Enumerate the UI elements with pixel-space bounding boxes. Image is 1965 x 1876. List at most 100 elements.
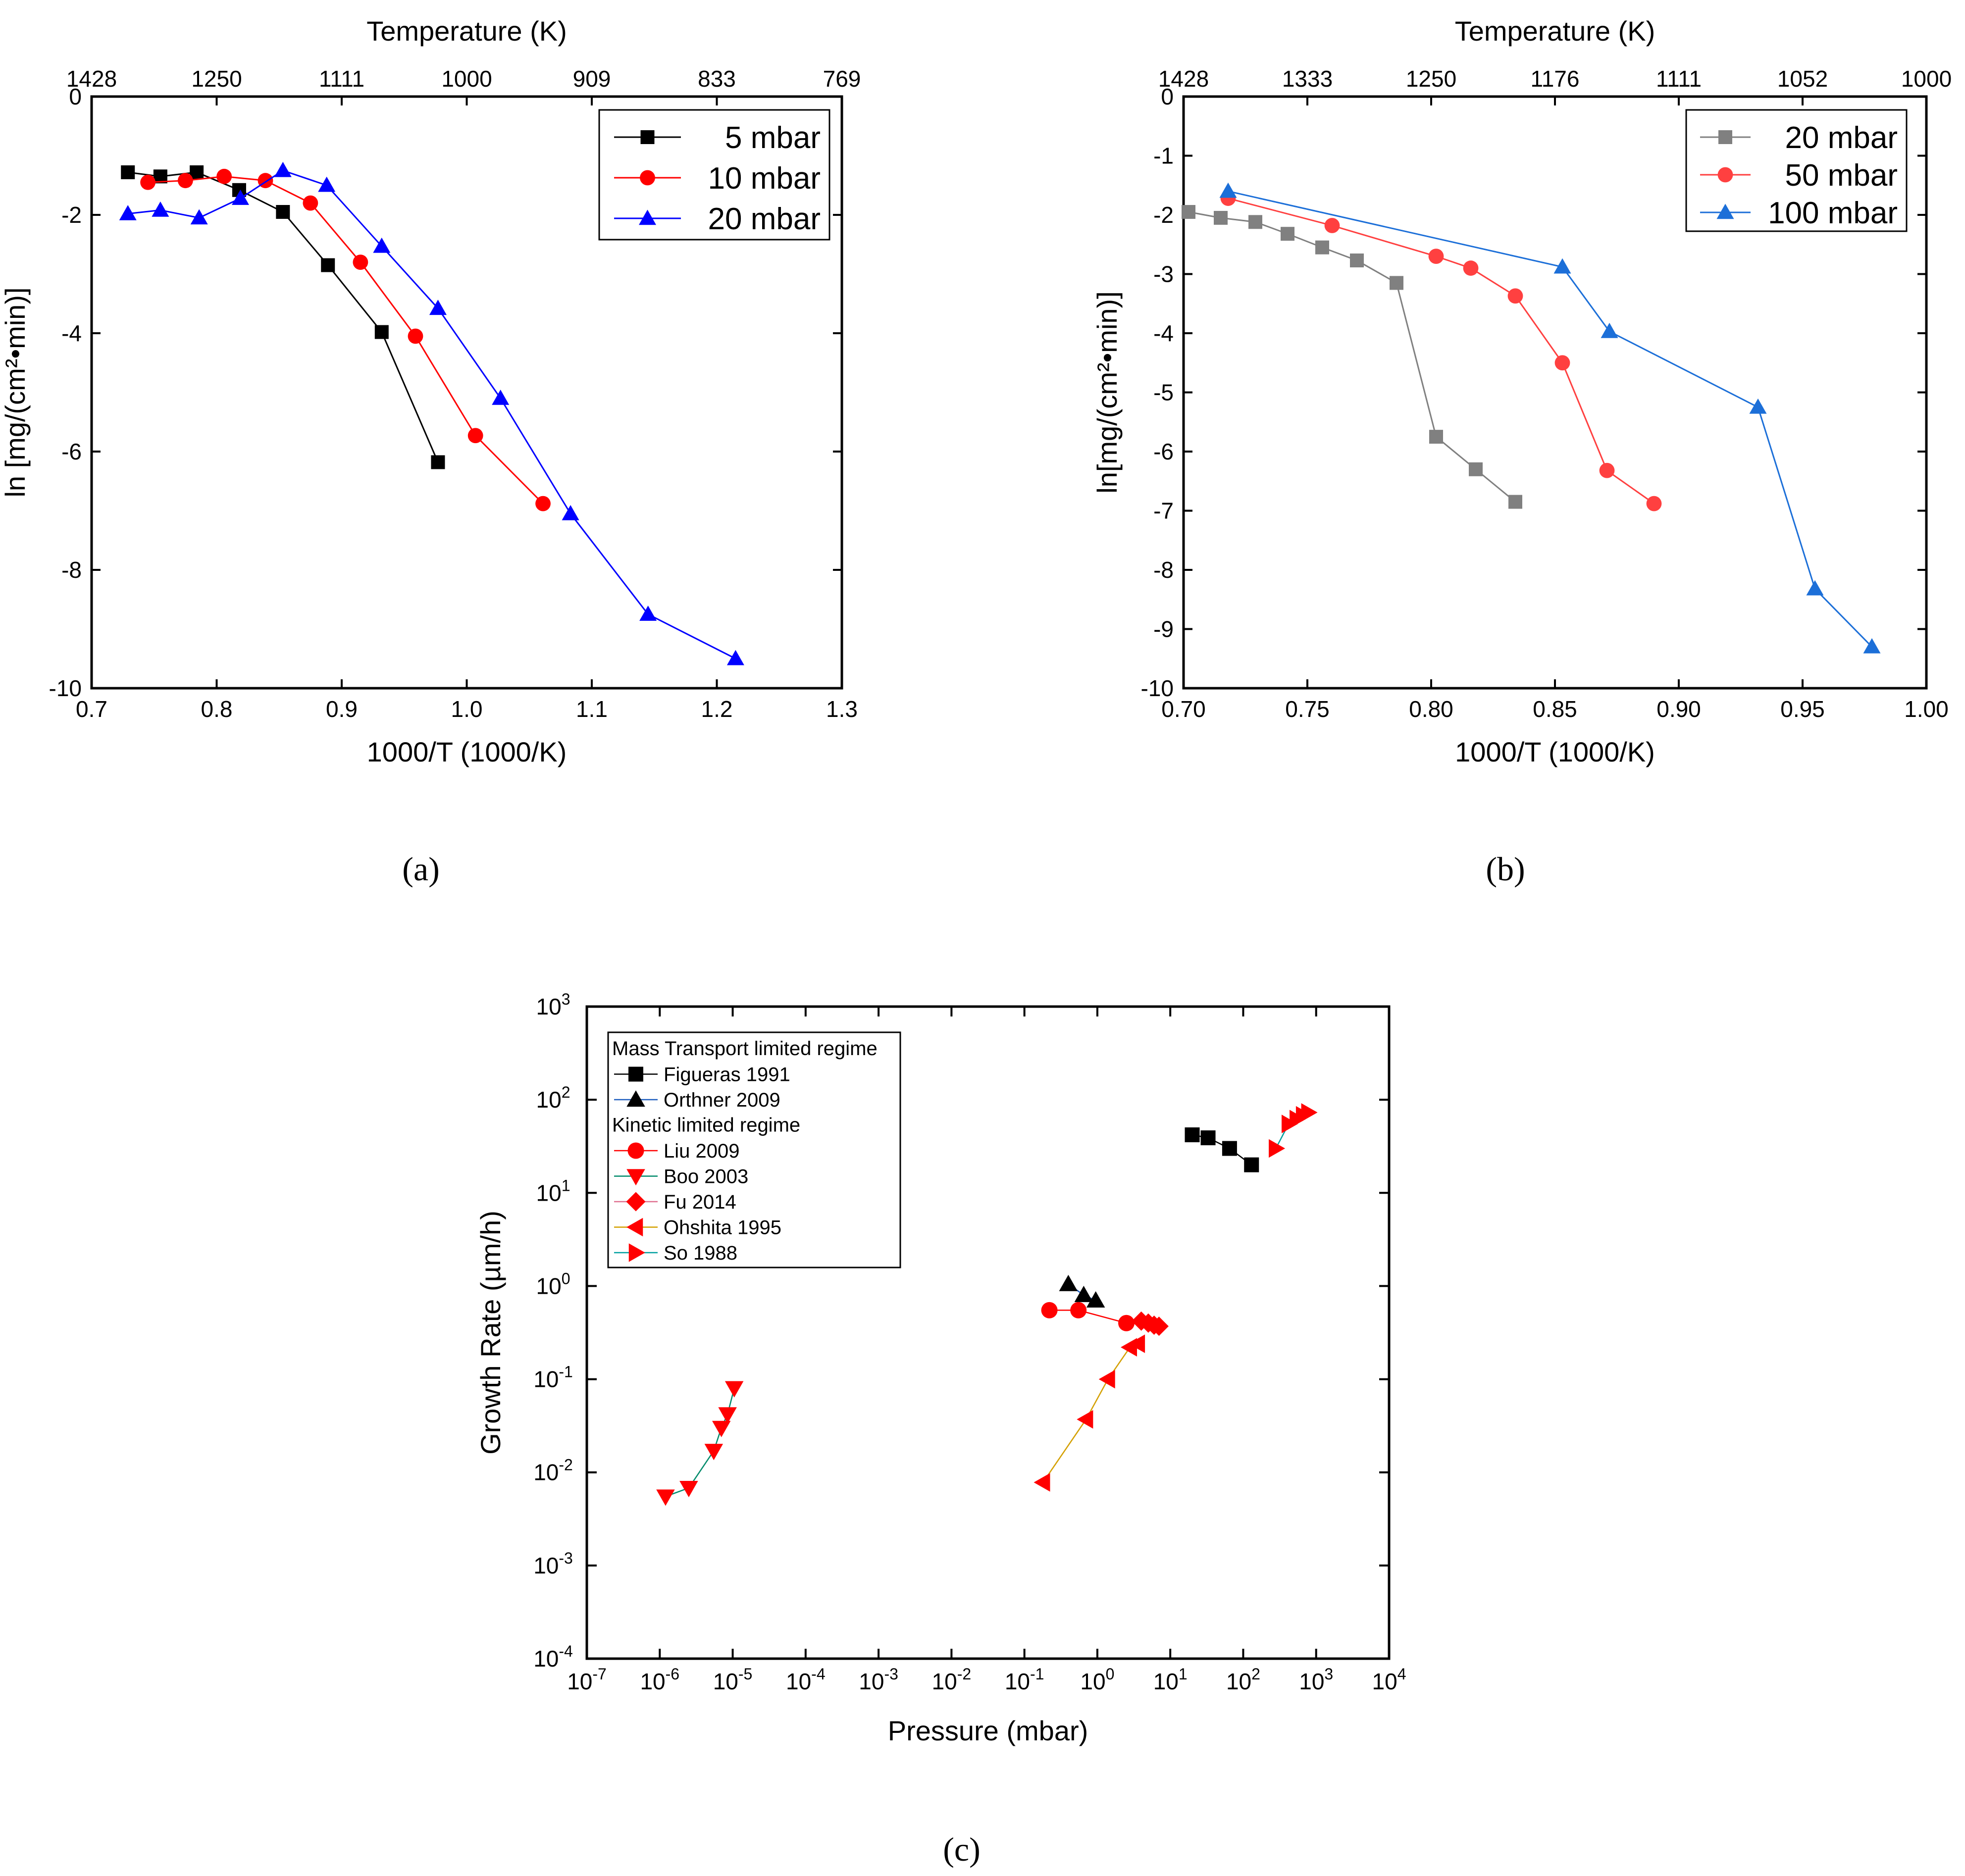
data-point bbox=[1429, 430, 1443, 444]
legend-label: 5 mbar bbox=[725, 121, 821, 155]
data-point bbox=[1269, 1139, 1286, 1158]
data-point bbox=[231, 190, 249, 205]
data-point bbox=[656, 1489, 675, 1506]
data-point bbox=[492, 389, 510, 405]
y-tick-exponent: -1 bbox=[559, 1363, 572, 1381]
x-axis-title: 1000/T (1000/K) bbox=[1455, 736, 1655, 767]
series-20-mbar bbox=[119, 161, 744, 665]
data-point bbox=[374, 325, 389, 339]
x-tick-exponent: 1 bbox=[1179, 1665, 1188, 1683]
series-line bbox=[1049, 1310, 1127, 1324]
x-tick-exponent: -1 bbox=[1030, 1665, 1044, 1683]
data-point bbox=[1149, 1317, 1169, 1336]
data-point bbox=[1222, 1141, 1237, 1156]
top-tick-label: 1428 bbox=[66, 66, 117, 92]
legend-marker bbox=[628, 1066, 643, 1082]
data-point bbox=[119, 205, 137, 220]
y-tick-label: 0 bbox=[69, 84, 82, 109]
series-line bbox=[1228, 190, 1873, 648]
y-tick-label: 101 bbox=[536, 1176, 570, 1206]
series-line bbox=[665, 1388, 735, 1497]
data-point bbox=[303, 195, 318, 211]
x-tick-label: 1.3 bbox=[826, 696, 858, 722]
y-tick-label: 100 bbox=[536, 1269, 570, 1299]
series-orthner-2009 bbox=[1059, 1274, 1105, 1308]
x-tick-exponent: -3 bbox=[884, 1665, 898, 1683]
x-tick-base: 10 bbox=[567, 1669, 592, 1694]
y-tick-exponent: 0 bbox=[562, 1269, 570, 1287]
x-tick-exponent: -4 bbox=[811, 1665, 825, 1683]
legend-label: Figueras 1991 bbox=[664, 1064, 790, 1086]
data-point bbox=[177, 173, 193, 189]
y-tick-label: -9 bbox=[1153, 616, 1174, 642]
legend-label: So 1988 bbox=[664, 1242, 737, 1264]
x-tick-label: 0.8 bbox=[201, 696, 233, 722]
x-tick-label: 10-3 bbox=[859, 1665, 898, 1694]
y-tick-label: -10 bbox=[1141, 675, 1174, 701]
legend-label: 20 mbar bbox=[1785, 121, 1898, 155]
x-tick-label: 1.2 bbox=[701, 696, 733, 722]
data-point bbox=[1086, 1291, 1105, 1308]
data-point bbox=[321, 258, 335, 272]
x-tick-exponent: -5 bbox=[738, 1665, 752, 1683]
y-tick-exponent: -2 bbox=[559, 1456, 572, 1474]
x-tick-label: 1.00 bbox=[1904, 696, 1949, 722]
top-tick-label: 1052 bbox=[1777, 66, 1828, 92]
x-tick-label: 1.0 bbox=[451, 696, 483, 722]
data-point bbox=[1428, 249, 1444, 264]
x-tick-label: 0.75 bbox=[1285, 696, 1330, 722]
data-point bbox=[712, 1420, 731, 1437]
legend-group-title: Kinetic limited regime bbox=[612, 1115, 800, 1136]
y-tick-label: -3 bbox=[1153, 261, 1174, 287]
y-tick-label: 102 bbox=[536, 1083, 570, 1113]
data-point bbox=[718, 1407, 737, 1424]
y-tick-label: -1 bbox=[1153, 143, 1174, 169]
plot-frame bbox=[585, 1005, 1391, 1660]
legend-marker bbox=[628, 1243, 645, 1262]
data-point bbox=[1034, 1473, 1050, 1492]
y-tick-base: 10 bbox=[533, 1460, 559, 1485]
legend-label: 20 mbar bbox=[708, 202, 821, 236]
data-point bbox=[140, 174, 156, 190]
chart-c: 10-7 10-6 10-5 10-4 10-3 10-2 10-1 100 101 102 103… bbox=[475, 990, 1406, 1746]
x-tick-label: 0.70 bbox=[1161, 696, 1206, 722]
y-tick-exponent: -4 bbox=[559, 1642, 572, 1660]
data-point bbox=[152, 201, 169, 217]
series-ohshita-1995 bbox=[1034, 1334, 1145, 1492]
x-tick-exponent: -6 bbox=[666, 1665, 679, 1683]
legend-marker bbox=[626, 1217, 643, 1237]
top-tick-label: 1428 bbox=[1158, 66, 1209, 92]
data-point bbox=[1059, 1274, 1078, 1291]
top-tick-label: 1111 bbox=[319, 66, 364, 92]
y-tick-label: -8 bbox=[61, 557, 82, 583]
y-tick-label: -7 bbox=[1153, 498, 1174, 524]
panel-label-b: (b) bbox=[1486, 850, 1525, 888]
data-point bbox=[1219, 182, 1237, 198]
data-point bbox=[373, 237, 391, 253]
y-tick-label: -6 bbox=[61, 439, 82, 464]
data-point bbox=[431, 455, 445, 469]
legend-label: Liu 2009 bbox=[664, 1140, 739, 1162]
legend-label: 10 mbar bbox=[708, 161, 821, 196]
top-tick-label: 1000 bbox=[1901, 66, 1952, 92]
top-tick-label: 1000 bbox=[441, 66, 492, 92]
x-tick-label: 0.9 bbox=[326, 696, 358, 722]
x-tick-label: 10-4 bbox=[786, 1665, 826, 1694]
x-tick-label: 0.85 bbox=[1533, 696, 1577, 722]
data-point bbox=[121, 165, 135, 179]
x-tick-base: 10 bbox=[1005, 1669, 1030, 1694]
x-tick-base: 10 bbox=[1080, 1669, 1105, 1694]
data-point bbox=[318, 176, 336, 192]
y-tick-label: 10-1 bbox=[533, 1363, 573, 1392]
top-tick-label: 769 bbox=[823, 66, 861, 92]
data-point bbox=[429, 300, 447, 315]
x-tick-exponent: 2 bbox=[1251, 1665, 1260, 1683]
y-tick-label: -8 bbox=[1153, 557, 1174, 583]
x-tick-label: 104 bbox=[1372, 1665, 1406, 1694]
x-tick-exponent: -7 bbox=[592, 1665, 606, 1683]
x-tick-base: 10 bbox=[1153, 1669, 1179, 1694]
series-liu-2009 bbox=[1041, 1302, 1135, 1331]
series-line bbox=[1192, 1134, 1252, 1166]
